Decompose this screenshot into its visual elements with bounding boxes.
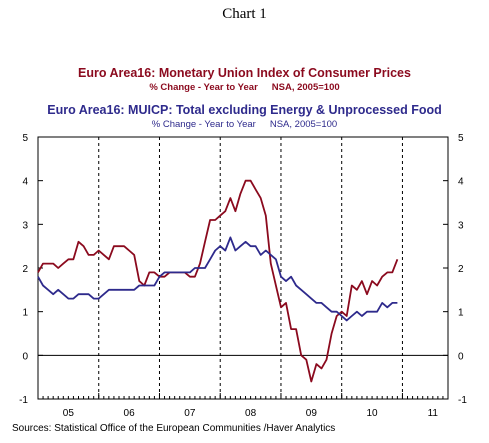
y-tick-label-right: 0 xyxy=(458,351,464,362)
series2-subtitle: % Change - Year to Year NSA, 2005=100 xyxy=(0,119,489,130)
series-line-2 xyxy=(37,236,398,322)
y-tick-label-left: 0 xyxy=(22,351,28,362)
source-note: Sources: Statistical Office of the Europ… xyxy=(12,423,336,434)
y-tick-label-left: 5 xyxy=(22,133,28,144)
x-tick-label: 07 xyxy=(184,408,196,419)
y-tick-label-right: 5 xyxy=(458,133,464,144)
y-tick-label-left: 1 xyxy=(22,308,28,319)
series2-subtitle-right: NSA, 2005=100 xyxy=(269,119,338,130)
series-line-1 xyxy=(37,179,399,383)
plot-frame xyxy=(37,136,449,400)
series1-subtitle: % Change - Year to Year NSA, 2005=100 xyxy=(0,82,489,93)
x-tick-label: 06 xyxy=(124,408,136,419)
y-tick-label-right: 1 xyxy=(458,308,464,319)
x-tick-label: 10 xyxy=(367,408,379,419)
series1-subtitle-right: NSA, 2005=100 xyxy=(271,82,340,93)
series1-subtitle-left: % Change - Year to Year xyxy=(149,82,258,93)
series1-title: Euro Area16: Monetary Union Index of Con… xyxy=(78,66,411,80)
y-tick-label-left: -1 xyxy=(19,395,28,406)
x-tick-label: 09 xyxy=(306,408,318,419)
series2-subtitle-left: % Change - Year to Year xyxy=(151,119,256,130)
y-tick-label-right: -1 xyxy=(458,395,467,406)
x-tick-label: 08 xyxy=(245,408,257,419)
y-tick-label-right: 4 xyxy=(458,177,464,188)
series2-title: Euro Area16: MUICP: Total excluding Ener… xyxy=(47,103,442,117)
y-tick-label-left: 2 xyxy=(22,264,28,275)
x-tick-label: 11 xyxy=(428,408,439,419)
y-tick-label-right: 2 xyxy=(458,264,464,275)
y-tick-label-left: 4 xyxy=(22,177,28,188)
chart-label: Chart 1 xyxy=(222,6,267,22)
y-tick-label-right: 3 xyxy=(458,220,464,231)
x-tick-label: 05 xyxy=(63,408,75,419)
y-tick-label-left: 3 xyxy=(22,220,28,231)
